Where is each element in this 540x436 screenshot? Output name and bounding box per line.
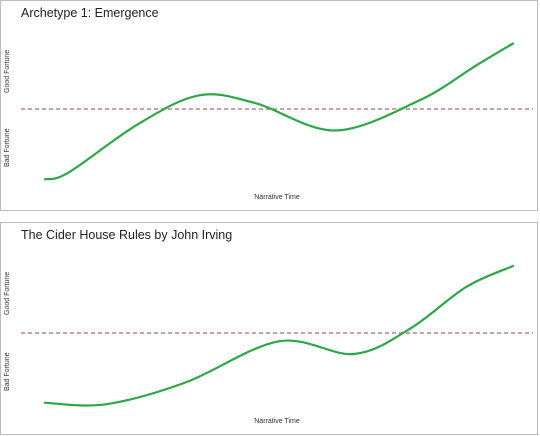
fortune-series-line [43,264,515,407]
chart-panel-archetype: Archetype 1: Emergence Good Fortune Bad … [0,0,538,211]
fortune-series-line [43,42,515,181]
x-axis-label: Narrative Time [254,418,300,425]
chart-title: Archetype 1: Emergence [21,6,159,20]
x-axis-label: Narrative Time [254,194,300,201]
chart-panel-cider-house: The Cider House Rules by John Irving Goo… [0,222,538,435]
chart-plot-area [21,264,533,407]
chart-plot-area [21,42,533,181]
chart-title: The Cider House Rules by John Irving [21,228,233,242]
